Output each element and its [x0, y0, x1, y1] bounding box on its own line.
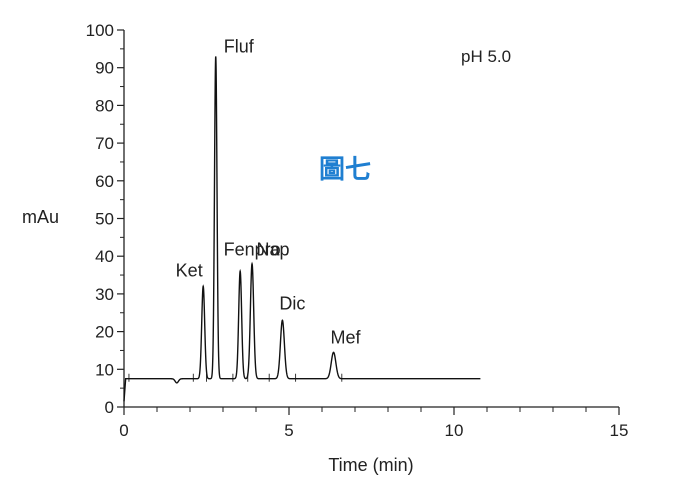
peak-label-ket: Ket	[176, 260, 203, 280]
y-tick-label: 30	[95, 285, 114, 304]
tick-marks	[117, 29, 620, 415]
y-axis-label: mAu	[22, 207, 59, 227]
chromatogram-trace	[123, 56, 481, 402]
x-tick-label: 15	[610, 421, 629, 440]
y-tick-label: 0	[105, 398, 114, 417]
figure-tag: 圖七	[319, 155, 371, 185]
y-tick-label: 40	[95, 247, 114, 266]
axes	[123, 30, 619, 408]
y-tick-label: 10	[95, 360, 114, 379]
y-tick-label: 50	[95, 210, 114, 229]
peak-label-fenpro: Fenpro	[224, 239, 281, 259]
x-tick-label: 10	[445, 421, 464, 440]
y-tick-label: 20	[95, 323, 114, 342]
peak-label-nap: Nap	[257, 240, 290, 260]
peak-label-dic: Dic	[279, 293, 305, 313]
y-tick-label: 60	[95, 172, 114, 191]
x-axis-label: Time (min)	[328, 455, 413, 475]
peak-label-mef: Mef	[331, 327, 362, 347]
tick-labels: 0 10 20 30 40 50 60 70 80 90 100 0 5 10 15	[86, 21, 629, 440]
y-tick-label: 70	[95, 134, 114, 153]
x-tick-label: 5	[284, 421, 293, 440]
condition-label: pH 5.0	[461, 47, 511, 66]
x-tick-label: 0	[119, 421, 128, 440]
y-tick-label: 90	[95, 59, 114, 78]
y-tick-label: 80	[95, 96, 114, 115]
y-tick-label: 100	[86, 21, 114, 40]
peak-label-fluf: Fluf	[224, 36, 255, 56]
